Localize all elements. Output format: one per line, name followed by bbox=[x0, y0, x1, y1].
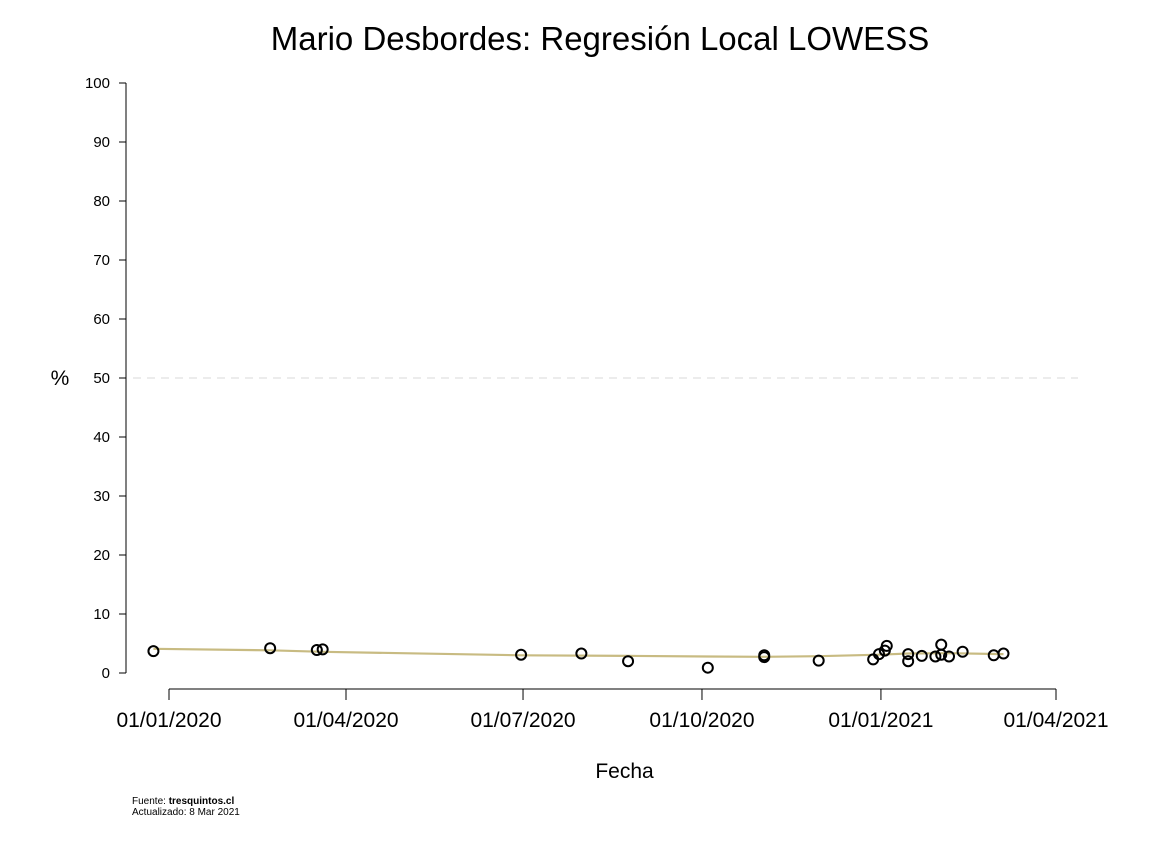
data-point-23 bbox=[987, 649, 1000, 662]
y-tick-label-60: 60 bbox=[93, 311, 110, 328]
data-point-22 bbox=[956, 645, 969, 658]
data-point-4 bbox=[515, 648, 528, 661]
data-point-2 bbox=[310, 643, 323, 656]
y-axis-label: % bbox=[51, 367, 70, 390]
lowess-line bbox=[153, 647, 1004, 658]
x-tick-label-2020-10-01: 01/10/2020 bbox=[649, 709, 754, 732]
x-tick-label-2021-04-01: 01/04/2021 bbox=[1003, 709, 1108, 732]
data-point-3 bbox=[316, 643, 329, 656]
data-point-1 bbox=[264, 642, 277, 655]
y-tick-label-70: 70 bbox=[93, 252, 110, 269]
y-tick-label-20: 20 bbox=[93, 547, 110, 564]
data-point-24 bbox=[997, 647, 1010, 660]
y-tick-label-10: 10 bbox=[93, 606, 110, 623]
x-tick-label-2020-01-01: 01/01/2020 bbox=[116, 709, 221, 732]
x-axis-label: Fecha bbox=[595, 760, 654, 783]
data-point-0 bbox=[147, 645, 160, 658]
y-tick-label-90: 90 bbox=[93, 134, 110, 151]
data-point-6 bbox=[622, 655, 635, 668]
source-prefix: Fuente: bbox=[132, 796, 169, 807]
data-point-16 bbox=[902, 648, 915, 661]
data-point-21 bbox=[943, 650, 956, 663]
updated-note: Actualizado: 8 Mar 2021 bbox=[132, 807, 240, 818]
x-tick-label-2021-01-01: 01/01/2021 bbox=[828, 709, 933, 732]
y-tick-label-40: 40 bbox=[93, 429, 110, 446]
data-point-5 bbox=[575, 647, 588, 660]
data-point-7 bbox=[701, 661, 714, 674]
y-tick-label-50: 50 bbox=[93, 370, 110, 387]
data-point-18 bbox=[929, 650, 942, 663]
source-name[interactable]: tresquintos.cl bbox=[168, 796, 235, 807]
data-point-20 bbox=[935, 648, 948, 661]
data-point-9 bbox=[758, 649, 771, 662]
data-point-15 bbox=[902, 655, 915, 668]
y-tick-label-80: 80 bbox=[93, 193, 110, 210]
data-point-14 bbox=[880, 639, 893, 652]
y-tick-label-30: 30 bbox=[93, 488, 110, 505]
y-tick-label-100: 100 bbox=[85, 75, 110, 92]
data-point-19 bbox=[935, 638, 948, 651]
data-point-12 bbox=[872, 648, 885, 661]
data-point-17 bbox=[915, 649, 928, 662]
x-tick-label-2020-07-01: 01/07/2020 bbox=[470, 709, 575, 732]
y-tick-label-0: 0 bbox=[102, 665, 110, 682]
data-point-10 bbox=[812, 654, 825, 667]
source-note: Fuente: tresquintos.cl bbox=[132, 796, 234, 808]
x-tick-label-2020-04-01: 01/04/2020 bbox=[293, 709, 398, 732]
chart-title: Mario Desbordes: Regresión Local LOWESS bbox=[270, 20, 930, 57]
